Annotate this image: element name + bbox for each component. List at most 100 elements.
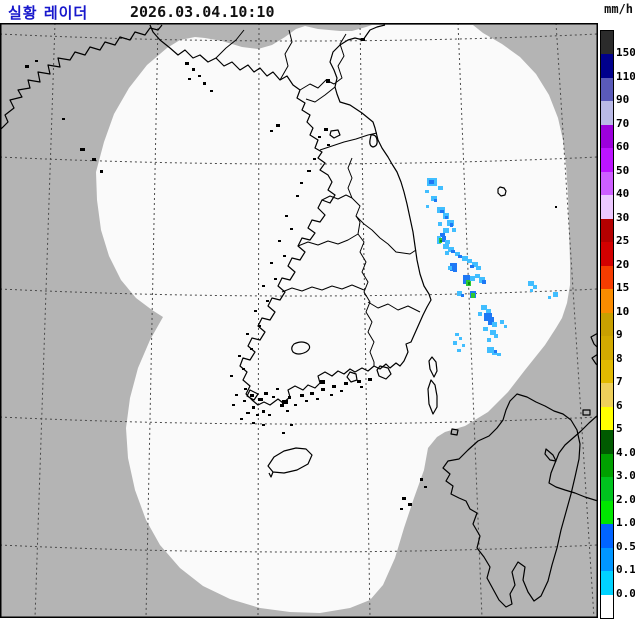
- precipitation-echo: [548, 296, 551, 299]
- colorbar-segment: [601, 571, 613, 595]
- precipitation-echo: [494, 334, 498, 338]
- island-specks: [25, 38, 557, 510]
- precipitation-echo: [461, 294, 464, 297]
- colorbar-segment: [601, 148, 613, 172]
- precipitation-echo: [448, 247, 454, 252]
- precipitation-echo: [530, 289, 533, 292]
- precipitation-echo: [472, 262, 478, 267]
- colorbar-tick-label: 9: [616, 328, 623, 342]
- precipitation-echo: [468, 282, 470, 285]
- precipitation-echo: [453, 267, 457, 272]
- kyushu-island: [442, 393, 581, 608]
- precipitation-echo: [553, 292, 558, 297]
- colorbar-segment: [601, 524, 613, 548]
- colorbar-segment: [601, 453, 613, 478]
- precipitation-echo: [457, 349, 461, 352]
- colorbar-tick-label: 0.0: [616, 586, 635, 600]
- colorbar-segment: [601, 406, 613, 431]
- precipitation-echo: [463, 275, 470, 284]
- iki-island: [450, 428, 459, 436]
- timestamp: 2026.03.04.10:10: [130, 3, 275, 21]
- colorbar-segment: [601, 336, 613, 360]
- precipitation-echo: [482, 280, 486, 284]
- precipitation-echo: [459, 337, 462, 340]
- precipitation-echo: [478, 312, 482, 316]
- precipitation-echo: [455, 333, 459, 336]
- precipitation-echo: [429, 180, 434, 184]
- precipitation-echo: [452, 228, 456, 232]
- precipitation-echo-layer: [425, 178, 558, 356]
- precipitation-echo: [462, 256, 468, 261]
- precipitation-echo: [497, 353, 501, 356]
- colorbar-tick-label: 15: [616, 281, 630, 295]
- province-borders: [215, 29, 421, 366]
- precipitation-echo: [440, 240, 442, 242]
- page-title: 실황 레이더: [8, 4, 89, 22]
- colorbar-segment: [601, 359, 613, 384]
- precipitation-echo: [492, 322, 497, 327]
- colorbar-segment: [601, 124, 613, 149]
- colorbar-segment: [601, 477, 613, 501]
- colorbar-tick-label: 20: [616, 257, 630, 271]
- precipitation-echo: [490, 330, 496, 335]
- precipitation-echo: [453, 341, 457, 345]
- hirado-island: [544, 448, 557, 462]
- precipitation-echo: [450, 223, 453, 227]
- colorbar-segment: [601, 594, 613, 619]
- precipitation-echo: [442, 236, 446, 242]
- precipitation-echo: [470, 265, 474, 268]
- colorbar-tick-label: 25: [616, 234, 630, 248]
- precipitation-echo: [457, 291, 462, 296]
- precipitation-echo: [443, 244, 449, 249]
- colorbar-tick-label: 1.0: [616, 516, 635, 530]
- colorbar-tick-label: 110: [616, 69, 635, 83]
- precipitation-echo: [483, 327, 488, 331]
- precipitation-echo: [475, 274, 480, 278]
- radar-coverage-area: [96, 25, 570, 613]
- ganghwa-island: [329, 129, 341, 139]
- precipitation-echo: [471, 293, 475, 298]
- precipitation-echo: [528, 281, 534, 286]
- precipitation-echo: [445, 251, 449, 255]
- colorbar-segment: [601, 195, 613, 219]
- precipitation-echo: [438, 186, 443, 190]
- precipitation-echo: [486, 309, 491, 313]
- colorbar-tick-label: 150: [616, 46, 635, 60]
- colorbar-tick-label: 3.0: [616, 469, 635, 483]
- colorbar-segment: [601, 383, 613, 407]
- precipitation-echo: [426, 205, 429, 208]
- colorbar-segment: [601, 77, 613, 102]
- colorbar-segment: [601, 547, 613, 572]
- geoje-island: [376, 365, 392, 380]
- colorbar-segment: [601, 289, 613, 313]
- precipitation-echo: [533, 285, 537, 289]
- colorbar-tick-label: 60: [616, 140, 630, 154]
- colorbar-tick-label: 6: [616, 398, 623, 412]
- precipitation-echo: [431, 196, 437, 201]
- colorbar-tick-label: 7: [616, 375, 623, 389]
- colorbar-tick-label: 70: [616, 116, 630, 130]
- precipitation-echo: [438, 222, 442, 226]
- precipitation-echo: [445, 216, 448, 219]
- colorbar-tick-label: 5: [616, 422, 623, 436]
- colorbar-tick-label: 2.0: [616, 492, 635, 506]
- colorbar-tick-label: 0.5: [616, 539, 635, 553]
- precipitation-echo: [458, 255, 462, 258]
- colorbar-tick-label: 0.1: [616, 563, 635, 577]
- honshu-coast: [548, 414, 598, 502]
- colorbar-segment: [601, 242, 613, 266]
- colorbar-tick-label: 50: [616, 163, 630, 177]
- colorbar-tick-label: 8: [616, 351, 623, 365]
- precipitation-echo: [440, 233, 445, 237]
- precipitation-echo: [487, 347, 494, 353]
- precipitation-echo: [504, 325, 507, 328]
- precipitation-echo: [500, 320, 504, 324]
- precipitation-colorbar: [600, 30, 614, 619]
- precipitation-echo: [470, 276, 475, 281]
- precipitation-echo: [487, 338, 491, 342]
- colorbar-segment: [601, 312, 613, 337]
- colorbar-segment: [601, 171, 613, 196]
- colorbar-segment: [601, 430, 613, 454]
- precipitation-echo: [440, 210, 444, 213]
